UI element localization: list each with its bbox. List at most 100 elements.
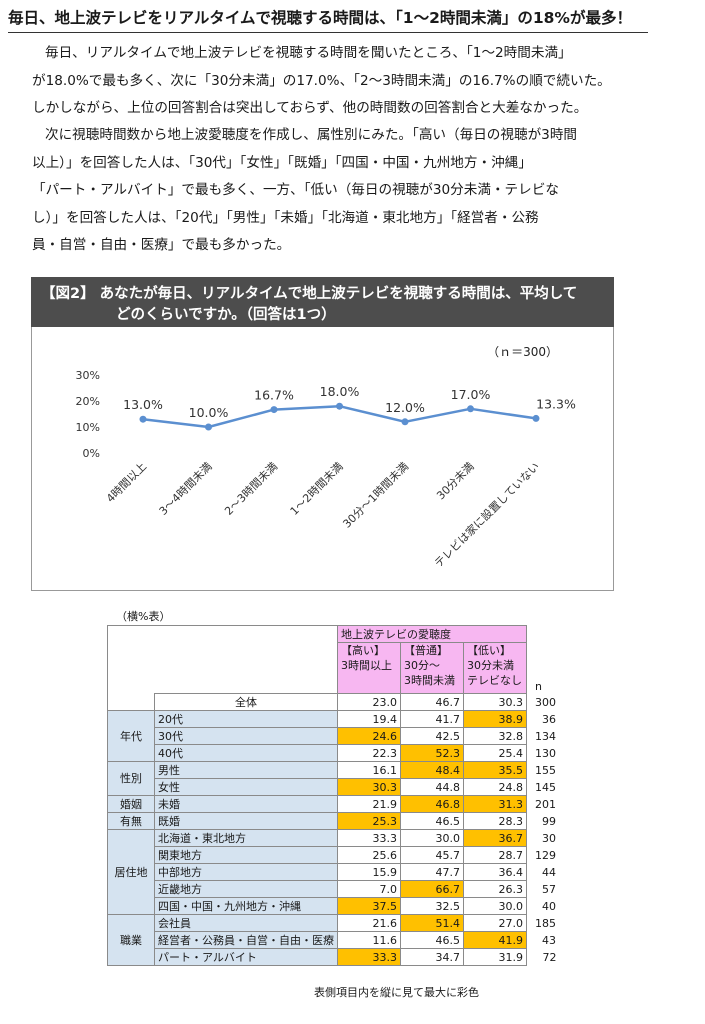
y-tick-label: 20% — [76, 395, 100, 408]
x-tick-label: 1～2時間未満 — [288, 460, 346, 518]
table-row: 職業 会社員 21.6 51.4 27.0 185 — [107, 914, 560, 966]
data-label: 12.0% — [385, 400, 425, 415]
n-cell: 40 — [542, 899, 556, 913]
n-cell: 300 — [535, 695, 556, 709]
n-cell: 145 — [535, 780, 556, 794]
value-cell: 33.3 — [337, 829, 401, 847]
row-label: 男性 — [154, 761, 338, 779]
paragraph-line: 員・自営・自由・医療」で最も多かった。 — [32, 237, 291, 253]
group-cell-empty — [107, 693, 155, 711]
value-cell: 25.6 — [337, 846, 401, 864]
x-tick-label: 3～4時間未満 — [157, 460, 215, 518]
value-cell: 51.4 — [400, 914, 464, 932]
data-point — [205, 423, 212, 431]
column-header-line: 30分～ — [404, 659, 440, 672]
value-cell: 41.9 — [463, 931, 527, 949]
data-label: 13.0% — [123, 397, 163, 412]
data-label: 16.7% — [254, 388, 294, 403]
n-cell: 185 — [535, 916, 556, 930]
value-cell: 46.7 — [400, 693, 464, 711]
table-row: 居住地 北海道・東北地方 33.3 30.0 36.7 30 — [107, 829, 560, 915]
value-cell: 30.0 — [463, 897, 527, 915]
data-point — [401, 418, 409, 426]
column-header-line: 3時間以上 — [341, 659, 392, 672]
column-header-line: テレビなし — [467, 674, 522, 687]
x-tick-label: 30分～1時間未満 — [340, 460, 411, 531]
table-row: 近畿地方 7.0 66.7 26.3 57 — [108, 880, 560, 898]
table-row: 年代 20代 19.4 41.7 38.9 36 — [107, 710, 560, 762]
value-cell: 33.3 — [337, 948, 401, 966]
row-label: 近畿地方 — [154, 880, 338, 898]
row-label: 四国・中国・九州地方・沖縄 — [154, 897, 338, 915]
value-cell: 41.7 — [400, 710, 464, 728]
figure-title-line2: どのくらいですか。（回答は1つ） — [116, 307, 336, 323]
value-cell: 36.4 — [463, 863, 527, 881]
value-cell: 32.8 — [463, 727, 527, 745]
value-cell: 48.4 — [400, 761, 464, 779]
group-cell: 性別 — [107, 761, 155, 796]
figure-title: 【図2】 あなたが毎日、リアルタイムで地上波テレビを視聴する時間は、平均して ど… — [31, 277, 614, 327]
data-point — [270, 406, 278, 414]
row-label: 会社員 — [154, 914, 338, 932]
value-cell: 32.5 — [400, 897, 464, 915]
value-cell: 45.7 — [400, 846, 464, 864]
value-cell: 15.9 — [337, 863, 401, 881]
value-cell: 30.3 — [463, 693, 527, 711]
x-tick-label: 30分未満 — [434, 460, 476, 502]
n-cell: 36 — [542, 712, 556, 726]
data-label: 13.3% — [536, 396, 576, 411]
value-cell: 46.5 — [400, 812, 464, 830]
paragraph-line: し）」を回答した人は、「20代」「男性」「未婚」「北海道・東北地方」「経営者・公… — [32, 209, 539, 226]
paragraph-1: 毎日、リアルタイムで地上波テレビを視聴する時間を聞いたところ、「1～2時間未満」… — [32, 40, 672, 123]
n-cell: 72 — [542, 950, 557, 964]
cross-table: 地上波テレビの愛聴度 【高い】 3時間以上 【普通】 30分～ 3時間未満 【低い】 30分… — [107, 625, 560, 966]
value-cell: 21.9 — [337, 795, 401, 813]
n-cell: 201 — [535, 797, 556, 811]
column-header: 【高い】 3時間以上 — [337, 642, 401, 694]
n-cell: 43 — [542, 933, 556, 947]
row-label: 経営者・公務員・自営・自由・医療 — [154, 931, 338, 949]
row-label: 女性 — [154, 778, 338, 796]
value-cell: 7.0 — [337, 880, 401, 898]
n-cell: 30 — [542, 831, 556, 845]
column-header-line: 【普通】 — [404, 644, 448, 657]
value-cell: 11.6 — [337, 931, 401, 949]
n-cell: 130 — [535, 746, 556, 760]
paragraph-line: 次に視聴時間数から地上波愛聴度を作成し、属性別にみた。「高い（毎日の視聴が3時間 — [45, 127, 578, 143]
table-row: 四国・中国・九州地方・沖縄 37.5 32.5 30.0 40 — [108, 897, 560, 915]
x-tick-label: 4時間以上 — [104, 460, 149, 505]
n-cell: 99 — [542, 814, 556, 828]
group-cell: 婚姻 — [107, 795, 155, 813]
group-cell: 居住地 — [107, 829, 155, 915]
value-cell: 31.9 — [463, 948, 527, 966]
column-header-line — [341, 673, 397, 688]
value-cell: 34.7 — [400, 948, 464, 966]
paragraph-line: しかしながら、上位の回答割合は突出しておらず、他の時間数の回答割合と大差なかった… — [32, 100, 588, 116]
value-cell: 37.5 — [337, 897, 401, 915]
value-cell: 30.3 — [337, 778, 401, 796]
value-cell: 23.0 — [337, 693, 401, 711]
row-label: 中部地方 — [154, 863, 338, 881]
y-tick-label: 30% — [76, 369, 100, 382]
row-label: 既婚 — [154, 812, 338, 830]
table-row: 全体 23.0 46.7 30.3 300 — [107, 693, 560, 711]
table-row: 中部地方 15.9 47.7 36.4 44 — [108, 863, 560, 881]
value-cell: 31.3 — [463, 795, 527, 813]
column-header: 【低い】 30分未満 テレビなし — [463, 642, 527, 694]
paragraph-line: が18.0%で最も多く、次に「30分未満」の17.0%、「2～3時間未満」の16… — [32, 72, 611, 89]
row-label: 北海道・東北地方 — [154, 829, 338, 847]
corner-cell — [107, 625, 338, 694]
table-row: 性別 男性 16.1 48.4 35.5 155 — [107, 761, 560, 796]
data-point — [532, 414, 540, 422]
table-row: パート・アルバイト 33.3 34.7 31.9 72 — [108, 948, 560, 966]
group-cell: 職業 — [107, 914, 155, 966]
row-label: 未婚 — [154, 795, 338, 813]
row-label: 40代 — [154, 744, 338, 762]
row-label: 全体 — [154, 693, 338, 711]
figure-title-line1: 【図2】 あなたが毎日、リアルタイムで地上波テレビを視聴する時間は、平均して — [41, 286, 578, 302]
value-cell: 44.8 — [400, 778, 464, 796]
value-cell: 30.0 — [400, 829, 464, 847]
data-label: 17.0% — [451, 387, 491, 402]
value-cell: 24.6 — [337, 727, 401, 745]
value-cell: 21.6 — [337, 914, 401, 932]
